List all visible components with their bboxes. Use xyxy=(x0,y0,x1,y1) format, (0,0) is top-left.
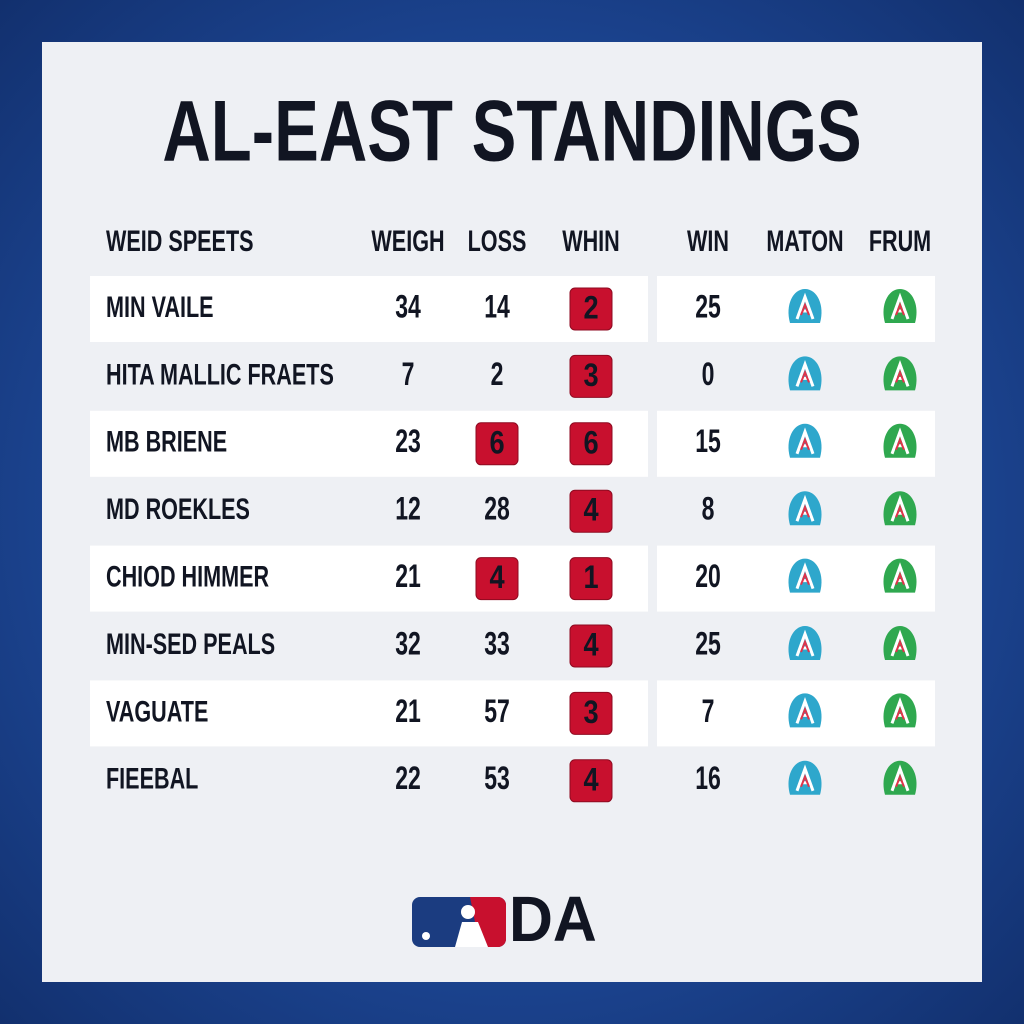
icon-letter-inner xyxy=(895,369,905,383)
team-icon xyxy=(788,693,822,728)
team-name: MIN VAILE xyxy=(106,289,214,323)
weigh-cell: 7 xyxy=(402,356,415,392)
team-name: CHIOD HIMMER xyxy=(106,559,269,593)
win-cell: 15 xyxy=(695,424,721,460)
logo-text: DA xyxy=(509,883,597,955)
icon-letter-inner xyxy=(895,571,905,585)
weigh-cell: 21 xyxy=(395,558,421,594)
badge xyxy=(569,557,613,601)
team-icon xyxy=(883,491,917,526)
mlb-logo xyxy=(412,897,506,947)
weigh-cell: 32 xyxy=(395,626,421,662)
loss-cell: 53 xyxy=(484,761,510,797)
team-icon xyxy=(883,626,917,660)
win-cell: 25 xyxy=(695,289,721,325)
win-cell: 0 xyxy=(702,356,715,392)
badge xyxy=(569,354,613,398)
icon-letter-inner xyxy=(800,639,810,653)
whin-cell: 3 xyxy=(583,695,598,731)
loss-cell: 14 xyxy=(484,289,510,325)
team-icon xyxy=(788,558,822,593)
icon-letter-inner xyxy=(800,369,810,383)
icon-letter-inner xyxy=(895,504,905,518)
icon-letter-inner xyxy=(800,571,810,585)
loss-cell: 2 xyxy=(491,356,504,392)
team-icon xyxy=(788,491,822,526)
icon-letter-inner xyxy=(895,706,905,720)
column-header: WEIGH xyxy=(371,223,444,257)
team-name: MB BRIENE xyxy=(106,424,227,458)
whin-cell: 2 xyxy=(583,290,598,326)
icon-letter-inner xyxy=(800,504,810,518)
row-band xyxy=(90,410,648,477)
weigh-cell: 21 xyxy=(395,693,421,729)
icon-letter-inner xyxy=(800,774,810,788)
panel xyxy=(42,42,982,982)
team-icon xyxy=(788,356,822,391)
team-icon xyxy=(788,760,822,795)
team-name: HITA MALLIC FRAETS xyxy=(106,357,334,391)
team-icon xyxy=(883,558,917,593)
badge xyxy=(569,624,613,668)
loss-cell: 57 xyxy=(484,693,510,729)
column-header: WHIN xyxy=(562,223,620,257)
weigh-cell: 34 xyxy=(395,289,421,325)
column-header: MATON xyxy=(766,223,843,257)
weigh-cell: 22 xyxy=(395,761,421,797)
team-name: MD ROEKLES xyxy=(106,492,250,526)
icon-letter-inner xyxy=(800,706,810,720)
loss-cell: 28 xyxy=(484,491,510,527)
whin-cell: 4 xyxy=(583,493,599,529)
team-icon xyxy=(788,626,822,660)
title: AL-EAST STANDINGS xyxy=(162,84,861,180)
badge xyxy=(475,422,519,466)
team-name: MIN-SED PEALS xyxy=(106,626,275,660)
weigh-cell: 12 xyxy=(395,491,421,527)
whin-cell: 4 xyxy=(583,762,599,798)
win-cell: 20 xyxy=(695,558,721,594)
team-icon xyxy=(883,760,917,795)
badge xyxy=(569,759,613,803)
win-cell: 8 xyxy=(702,491,715,527)
weigh-cell: 23 xyxy=(395,424,421,460)
badge xyxy=(569,691,613,735)
icon-letter-inner xyxy=(895,774,905,788)
icon-letter-inner xyxy=(895,302,905,316)
icon-letter-inner xyxy=(895,437,905,451)
loss-cell: 33 xyxy=(484,626,510,662)
icon-letter-inner xyxy=(800,437,810,451)
team-icon xyxy=(883,356,917,391)
column-header: LOSS xyxy=(468,223,527,257)
team-icon xyxy=(883,289,917,323)
team-name: FIEEBAL xyxy=(106,761,198,795)
whin-cell: 1 xyxy=(583,560,598,596)
win-cell: 7 xyxy=(702,693,715,729)
badge xyxy=(569,287,613,331)
loss-cell: 4 xyxy=(489,560,505,596)
badge xyxy=(569,489,613,533)
win-cell: 25 xyxy=(695,626,721,662)
team-icon xyxy=(788,289,822,323)
column-header: WIN xyxy=(687,223,729,257)
whin-cell: 6 xyxy=(583,425,598,461)
team-name: VAGUATE xyxy=(106,694,208,728)
team-icon xyxy=(788,423,822,458)
column-header: FRUM xyxy=(869,223,931,257)
column-header: WEID SPEETS xyxy=(106,223,254,257)
team-icon xyxy=(883,693,917,728)
badge xyxy=(475,557,519,601)
icon-letter-inner xyxy=(895,639,905,653)
loss-cell: 6 xyxy=(489,425,504,461)
win-cell: 16 xyxy=(695,761,721,797)
whin-cell: 4 xyxy=(583,627,599,663)
row-band xyxy=(90,545,648,612)
row-band xyxy=(90,680,648,747)
icon-letter-inner xyxy=(800,302,810,316)
badge xyxy=(569,422,613,466)
row-band xyxy=(90,276,648,342)
team-icon xyxy=(883,423,917,458)
whin-cell: 3 xyxy=(583,358,598,394)
